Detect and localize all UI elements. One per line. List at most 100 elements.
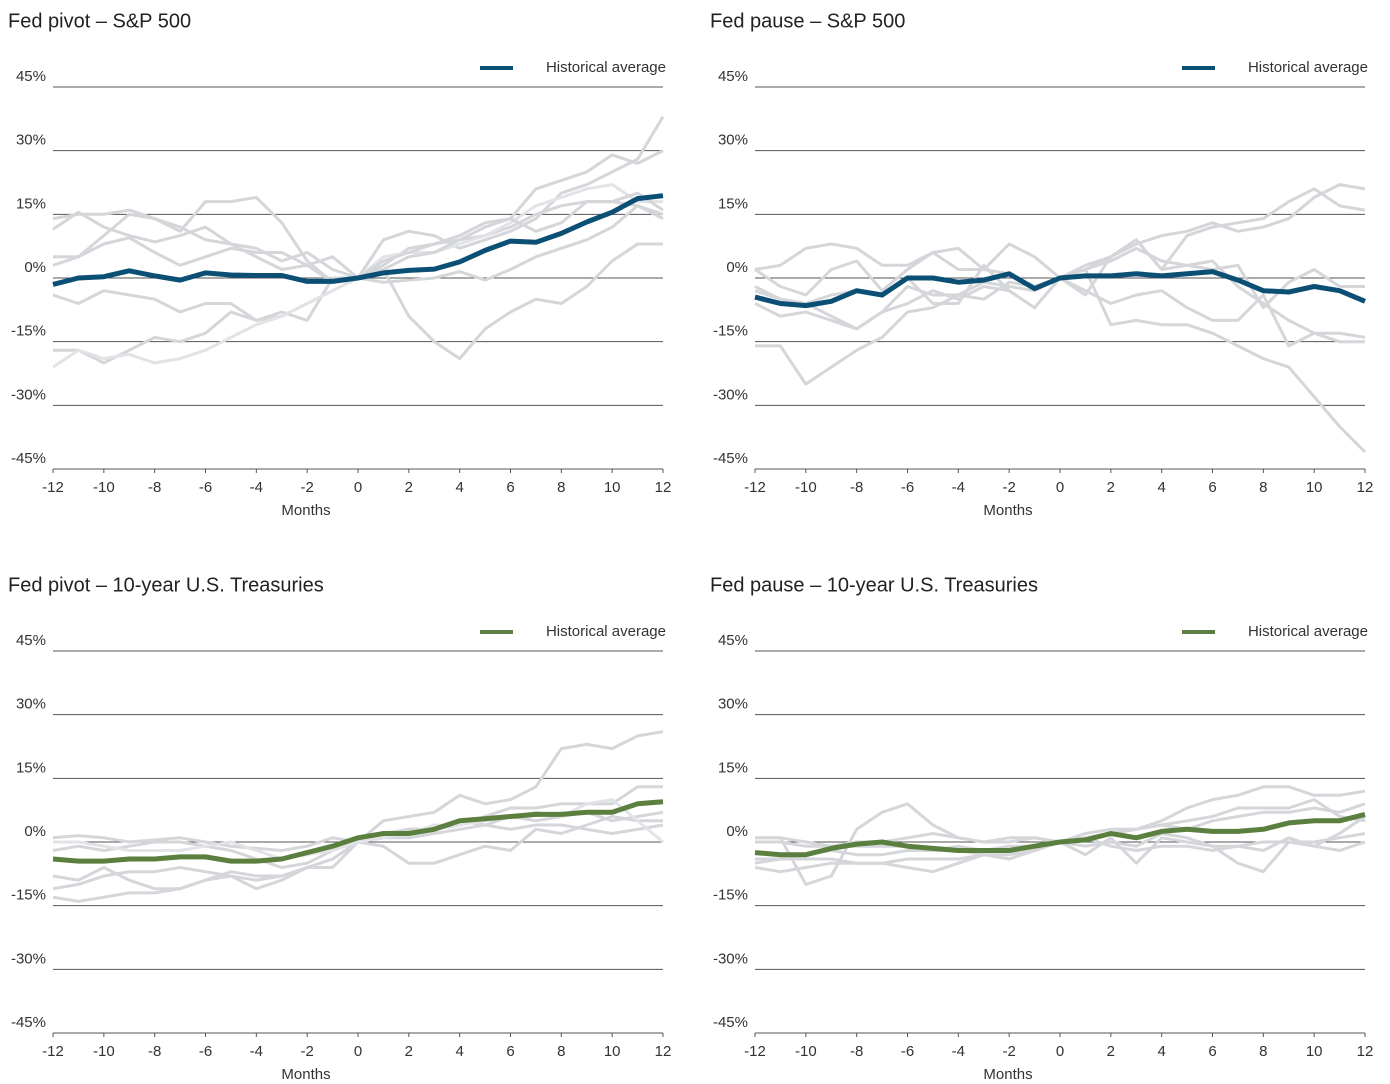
- x-tick-label: -4: [952, 1043, 965, 1060]
- x-tick-label: 10: [604, 1043, 621, 1060]
- y-tick-label: 0%: [726, 259, 748, 276]
- x-tick-label: -4: [250, 1043, 263, 1060]
- history-line: [53, 242, 663, 365]
- chart-title: Fed pause – 10-year U.S. Treasuries: [710, 574, 1038, 596]
- y-tick-label: -45%: [713, 1014, 748, 1031]
- y-tick-label: -30%: [713, 386, 748, 403]
- x-axis-title: Months: [983, 502, 1032, 519]
- x-tick-label: 8: [557, 479, 565, 496]
- y-tick-label: 15%: [16, 759, 46, 776]
- x-tick-label: -8: [148, 1043, 161, 1060]
- y-tick-label: -30%: [713, 950, 748, 967]
- x-tick-label: -8: [148, 479, 161, 496]
- y-tick-label: 15%: [718, 759, 748, 776]
- x-tick-label: 10: [1306, 479, 1323, 496]
- x-tick-label: 0: [354, 1043, 362, 1060]
- x-tick-label: -10: [93, 1043, 115, 1060]
- x-tick-label: -2: [300, 479, 313, 496]
- x-tick-label: -10: [795, 479, 817, 496]
- x-tick-label: 12: [655, 479, 672, 496]
- average-line: [754, 811, 1366, 858]
- x-tick-label: -10: [795, 1043, 817, 1060]
- x-tick-label: 8: [1259, 1043, 1267, 1060]
- chart-title: Fed pivot – S&P 500: [8, 10, 191, 32]
- history-line: [52, 730, 664, 852]
- y-tick-label: 30%: [16, 132, 46, 149]
- y-tick-label: -30%: [11, 950, 46, 967]
- x-tick-label: -12: [744, 1043, 766, 1060]
- y-tick-label: 0%: [24, 823, 46, 840]
- x-tick-label: 4: [1157, 479, 1165, 496]
- y-tick-label: 30%: [718, 696, 748, 713]
- x-tick-label: 6: [1208, 1043, 1216, 1060]
- x-axis-title: Months: [281, 502, 330, 519]
- y-tick-label: 15%: [16, 195, 46, 212]
- x-tick-label: 0: [354, 479, 362, 496]
- y-tick-label: 0%: [24, 259, 46, 276]
- chart-title: Fed pause – S&P 500: [710, 10, 905, 32]
- y-tick-label: -30%: [11, 386, 46, 403]
- y-tick-label: -15%: [11, 323, 46, 340]
- x-tick-label: -8: [850, 479, 863, 496]
- y-tick-label: 30%: [718, 132, 748, 149]
- history-line: [52, 204, 664, 322]
- x-tick-label: -12: [42, 479, 64, 496]
- chart-title: Fed pivot – 10-year U.S. Treasuries: [8, 574, 324, 596]
- y-tick-label: 15%: [718, 195, 748, 212]
- x-tick-label: 2: [1107, 1043, 1115, 1060]
- average-line: [754, 269, 1366, 309]
- x-tick-label: 4: [455, 1043, 463, 1060]
- x-tick-label: 2: [405, 1043, 413, 1060]
- y-tick-label: -45%: [11, 1014, 46, 1031]
- x-tick-label: -12: [42, 1043, 64, 1060]
- x-tick-label: 2: [405, 479, 413, 496]
- y-tick-label: 45%: [718, 632, 748, 649]
- x-tick-label: -4: [952, 479, 965, 496]
- x-tick-label: 10: [1306, 1043, 1323, 1060]
- average-line: [52, 193, 664, 287]
- y-tick-label: -15%: [713, 323, 748, 340]
- x-tick-label: 12: [1357, 479, 1374, 496]
- y-tick-label: -45%: [11, 450, 46, 467]
- y-tick-label: -45%: [713, 450, 748, 467]
- x-tick-label: -6: [901, 1043, 914, 1060]
- y-tick-label: -15%: [11, 887, 46, 904]
- x-tick-label: 12: [655, 1043, 672, 1060]
- x-axis-title: Months: [281, 1066, 330, 1083]
- y-tick-label: 0%: [726, 823, 748, 840]
- x-tick-label: 10: [604, 479, 621, 496]
- x-tick-label: -12: [744, 479, 766, 496]
- legend-label: Historical average: [1248, 59, 1368, 76]
- x-axis-title: Months: [983, 1066, 1032, 1083]
- x-tick-label: -2: [1002, 479, 1015, 496]
- y-tick-label: 45%: [16, 632, 46, 649]
- y-tick-label: 30%: [16, 696, 46, 713]
- x-tick-label: -6: [199, 479, 212, 496]
- history-line: [754, 183, 1366, 288]
- x-tick-label: 4: [455, 479, 463, 496]
- legend-label: Historical average: [546, 623, 666, 640]
- x-tick-label: 2: [1107, 479, 1115, 496]
- x-tick-label: 6: [506, 1043, 514, 1060]
- x-tick-label: 0: [1056, 1043, 1064, 1060]
- x-tick-label: 8: [557, 1043, 565, 1060]
- average-line: [52, 799, 664, 864]
- x-tick-label: 4: [1157, 1043, 1165, 1060]
- x-tick-label: 0: [1056, 479, 1064, 496]
- y-tick-label: -15%: [713, 887, 748, 904]
- legend-label: Historical average: [546, 59, 666, 76]
- history-line: [755, 798, 1366, 848]
- x-tick-label: 8: [1259, 479, 1267, 496]
- x-tick-label: -2: [1002, 1043, 1015, 1060]
- x-tick-label: 6: [506, 479, 514, 496]
- x-tick-label: -6: [901, 479, 914, 496]
- legend-label: Historical average: [1248, 623, 1368, 640]
- x-tick-label: -4: [250, 479, 263, 496]
- history-line: [755, 187, 1366, 386]
- history-line: [53, 115, 665, 284]
- y-tick-label: 45%: [16, 68, 46, 85]
- x-tick-label: 12: [1357, 1043, 1374, 1060]
- x-tick-label: -8: [850, 1043, 863, 1060]
- x-tick-label: -10: [93, 479, 115, 496]
